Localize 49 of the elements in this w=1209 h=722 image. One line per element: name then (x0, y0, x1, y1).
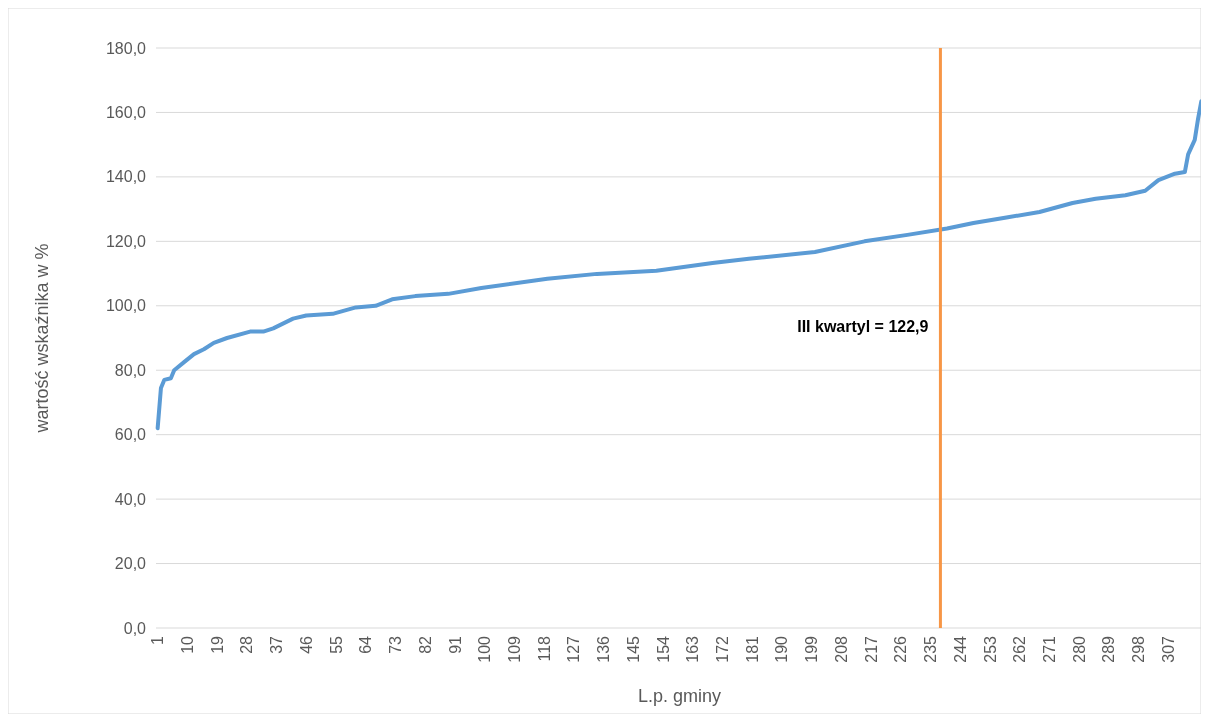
x-tick-label: 64 (357, 635, 375, 654)
x-axis-title: L.p. gminy (637, 686, 722, 706)
x-tick-label: 244 (951, 635, 969, 663)
x-tick-label: 181 (743, 635, 761, 663)
x-tick-label: 163 (684, 635, 702, 663)
line-series (155, 99, 1201, 431)
x-tick-label: 127 (565, 635, 583, 663)
x-tick-label: 82 (416, 635, 434, 654)
y-tick-label: 40,0 (114, 490, 147, 508)
y-tick-label: 60,0 (114, 426, 147, 444)
x-tick-label: 289 (1100, 635, 1118, 663)
x-tick-label: 37 (268, 635, 286, 654)
x-tick-label: 190 (773, 635, 791, 663)
x-tick-label: 28 (238, 635, 256, 654)
x-tick-label: 280 (1070, 635, 1088, 663)
x-tick-label: 46 (297, 635, 315, 654)
x-tick-label: 19 (208, 635, 226, 654)
x-tick-label: 253 (981, 635, 999, 663)
x-tick-label: 235 (922, 635, 940, 663)
y-axis-title: wartość wskaźnika w % (32, 243, 52, 434)
annotation: III kwartyl = 122,9 (797, 318, 929, 336)
y-tick-label: 0,0 (123, 619, 147, 637)
x-tick-label: 109 (505, 635, 523, 663)
x-tick-label: 145 (624, 635, 642, 663)
y-tick-label: 160,0 (105, 104, 147, 122)
x-tick-label: 226 (892, 635, 910, 663)
x-tick-label: 91 (446, 635, 464, 654)
x-tick-label: 136 (595, 635, 613, 663)
x-tick-label: 55 (327, 635, 345, 654)
x-tick-label: 73 (387, 635, 405, 654)
y-tick-label: 180,0 (105, 39, 147, 57)
y-tick-label: 140,0 (105, 168, 147, 186)
x-tick-label: 217 (862, 635, 880, 663)
x-tick-label: 100 (476, 635, 494, 663)
x-tick-label: 208 (832, 635, 850, 663)
y-tick-label: 100,0 (105, 297, 147, 315)
x-tick-label: 118 (535, 635, 553, 662)
x-tick-label: 262 (1011, 635, 1029, 663)
x-tick-label: 1 (149, 635, 167, 645)
x-tick-label: 172 (714, 635, 732, 663)
x-tick-label: 154 (654, 635, 672, 663)
x-tick-label: 298 (1130, 635, 1148, 663)
x-tick-label: 307 (1159, 635, 1177, 663)
x-tick-label: 199 (803, 635, 821, 663)
y-tick-label: 80,0 (114, 361, 147, 379)
y-tick-label: 20,0 (114, 555, 147, 573)
x-tick-label: 10 (178, 635, 196, 654)
y-tick-label: 120,0 (105, 232, 147, 250)
x-tick-label: 271 (1041, 635, 1059, 663)
